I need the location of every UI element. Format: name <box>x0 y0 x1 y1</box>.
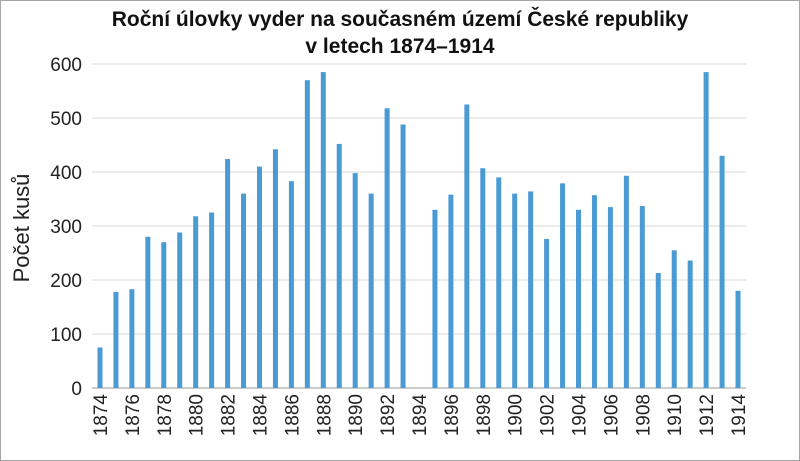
y-tick-label: 300 <box>50 217 82 238</box>
x-tick-label: 1894 <box>410 394 431 437</box>
bar-1889 <box>336 143 342 388</box>
bar-1888 <box>320 72 326 388</box>
bar-1895 <box>432 209 438 388</box>
bar-1914 <box>735 290 741 388</box>
bar-1880 <box>193 216 199 388</box>
bars <box>97 72 741 388</box>
bar-1892 <box>384 108 390 388</box>
x-tick-label: 1892 <box>378 394 399 436</box>
x-tick-label: 1898 <box>474 394 495 436</box>
bar-1885 <box>272 149 278 388</box>
bar-1901 <box>528 191 534 388</box>
x-tick-label: 1880 <box>187 394 208 436</box>
bar-1879 <box>177 232 183 388</box>
y-tick-label: 600 <box>50 55 82 76</box>
bar-1898 <box>480 168 486 388</box>
x-tick-label: 1904 <box>570 394 591 437</box>
bar-1900 <box>512 193 518 388</box>
x-tick-label: 1908 <box>633 394 654 436</box>
bar-1913 <box>719 155 725 388</box>
bar-1912 <box>703 72 709 388</box>
bar-1890 <box>352 173 358 388</box>
bar-1883 <box>241 193 247 388</box>
x-tick-label: 1886 <box>282 394 303 436</box>
x-tick-label: 1882 <box>219 394 240 436</box>
bar-1904 <box>576 209 582 388</box>
bar-1905 <box>591 195 597 388</box>
bar-1887 <box>304 80 310 388</box>
bar-1911 <box>687 260 693 388</box>
gridlines <box>92 63 746 389</box>
y-tick-label: 200 <box>50 271 82 292</box>
chart-title: Roční úlovky vyder na současném území Če… <box>0 6 800 60</box>
bar-1907 <box>623 175 629 388</box>
x-tick-label: 1914 <box>729 394 750 437</box>
bar-1882 <box>225 159 231 388</box>
x-axis-ticks: 1874 1876 1878 1880 1882 1884 1886 1888 1890 1892… <box>91 394 750 437</box>
x-tick-label: 1910 <box>665 394 686 436</box>
bar-1896 <box>448 194 454 388</box>
bar-1903 <box>560 183 566 388</box>
x-tick-label: 1876 <box>123 394 144 436</box>
x-tick-label: 1906 <box>601 394 622 436</box>
x-tick-label: 1874 <box>91 394 112 437</box>
x-tick-label: 1896 <box>442 394 463 436</box>
bar-1877 <box>145 236 151 388</box>
chart-title-line-1: Roční úlovky vyder na současném území Če… <box>111 8 689 31</box>
bar-1876 <box>129 289 135 388</box>
bar-1881 <box>209 212 215 388</box>
y-tick-label: 500 <box>50 109 82 130</box>
bar-1884 <box>256 166 262 388</box>
bar-1886 <box>288 181 294 388</box>
bar-1897 <box>464 104 470 388</box>
bar-1893 <box>400 124 406 388</box>
bar-1875 <box>113 291 119 388</box>
bar-1910 <box>671 250 677 388</box>
bar-1902 <box>544 238 550 388</box>
bar-1899 <box>496 177 502 388</box>
x-tick-label: 1890 <box>346 394 367 436</box>
y-tick-label: 100 <box>50 325 82 346</box>
bar-1878 <box>161 242 167 388</box>
bar-1908 <box>639 206 645 388</box>
y-tick-label: 0 <box>71 379 82 400</box>
bar-1891 <box>368 193 374 388</box>
bar-1909 <box>655 272 661 388</box>
y-axis-ticks: 0 100 200 300 400 500 600 <box>50 55 82 400</box>
x-tick-label: 1900 <box>506 394 527 436</box>
x-tick-label: 1912 <box>697 394 718 436</box>
x-tick-label: 1902 <box>538 394 559 436</box>
bar-1906 <box>607 207 613 388</box>
chart-title-line-2: v letech 1874–1914 <box>305 35 495 58</box>
x-tick-label: 1888 <box>314 394 335 436</box>
bar-1874 <box>97 347 103 388</box>
x-tick-label: 1878 <box>155 394 176 436</box>
x-tick-label: 1884 <box>250 394 271 437</box>
y-tick-label: 400 <box>50 163 82 184</box>
